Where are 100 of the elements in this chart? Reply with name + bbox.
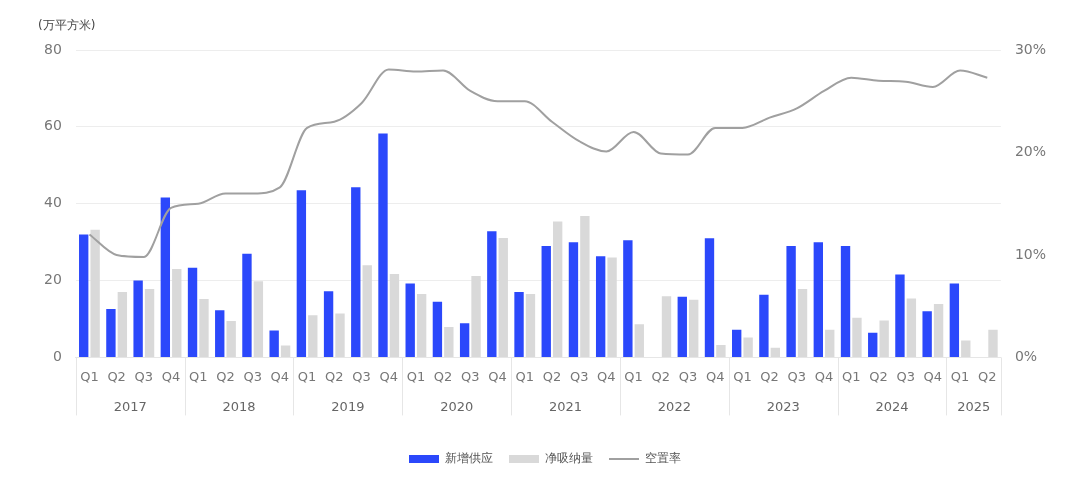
bar (759, 294, 769, 357)
bar (732, 329, 742, 357)
bar (552, 221, 563, 357)
line-series (88, 68, 989, 258)
bar (117, 292, 128, 357)
x-tick-label: Q3 (352, 368, 371, 384)
bar (335, 313, 345, 357)
x-tick-label: Q3 (569, 368, 589, 384)
x-tick-label: Q2 (760, 368, 779, 384)
x-tick-label: Q1 (406, 368, 426, 384)
bar (922, 311, 932, 357)
x-tick-label: Q4 (161, 368, 181, 384)
legend-label: 净吸纳量 (545, 451, 593, 466)
bar (677, 296, 687, 357)
x-tick-label: Q3 (134, 368, 154, 384)
x-tick-label: Q4 (270, 368, 290, 384)
y2-tick-label: 10% (1014, 245, 1047, 262)
y-tick-label: 80 (43, 40, 62, 57)
x-tick-label: Q2 (216, 368, 235, 384)
bar (961, 340, 971, 357)
legend-label: 空置率 (645, 451, 681, 466)
bar (514, 292, 524, 357)
x-tick-label: Q4 (814, 368, 834, 384)
bar (444, 327, 454, 357)
x-tick-label: Q3 (787, 368, 807, 384)
y-tick-label: 60 (43, 117, 62, 134)
bar (242, 253, 252, 357)
bar (269, 330, 279, 357)
x-tick-label: Q1 (188, 368, 208, 384)
bar (933, 303, 944, 357)
bar (106, 308, 116, 357)
text: 2022 (657, 398, 691, 414)
bar (199, 298, 209, 357)
bar (498, 237, 508, 357)
x-tick-label: Q4 (705, 368, 725, 384)
y-tick-label: 20 (43, 271, 62, 288)
bar (253, 281, 264, 357)
bar (825, 329, 835, 357)
legend-label: 新增供应 (445, 451, 493, 466)
x-tick-label: Q2 (978, 368, 997, 384)
y2-tick-label: 0% (1014, 348, 1038, 365)
bar (607, 257, 617, 357)
bar (215, 310, 225, 357)
bar (634, 324, 644, 357)
text: 2021 (549, 398, 583, 414)
bar (906, 298, 917, 357)
bar (226, 320, 236, 357)
x-tick-label: Q1 (297, 368, 317, 384)
bar (459, 323, 470, 357)
bar (595, 256, 606, 357)
bar (405, 283, 415, 357)
bar (144, 289, 155, 357)
x-tick-label: Q1 (733, 368, 752, 384)
bar (351, 187, 361, 357)
text: 2023 (766, 398, 800, 414)
x-tick-label: Q1 (624, 368, 643, 384)
bar (568, 242, 579, 357)
y-tick-label: 0 (52, 348, 62, 365)
x-tick-label: Q3 (461, 368, 480, 384)
bar (868, 332, 878, 357)
x-tick-label: Q4 (379, 368, 398, 384)
bar (525, 294, 536, 357)
bar (160, 197, 171, 357)
x-tick-label: Q2 (325, 368, 344, 384)
bar (432, 301, 443, 357)
bar (362, 265, 372, 357)
bar (389, 274, 400, 357)
x-tick-label: Q1 (80, 368, 99, 384)
x-tick-label: Q2 (869, 368, 888, 384)
bar (187, 267, 198, 357)
bar (879, 320, 889, 357)
bar (487, 231, 497, 357)
bar (280, 345, 291, 357)
bar (704, 238, 715, 357)
bar (323, 291, 334, 357)
y2-tick-label: 30% (1014, 40, 1047, 57)
text: 2025 (957, 398, 991, 414)
text: 2018 (222, 398, 256, 414)
bar (79, 234, 89, 357)
bar (988, 329, 998, 357)
x-tick-label: Q4 (923, 368, 943, 384)
bar (716, 345, 726, 357)
bar (133, 280, 143, 357)
bar (949, 283, 960, 357)
x-tick-label: Q3 (896, 368, 915, 384)
text: 2024 (875, 398, 909, 414)
bar (813, 242, 823, 357)
bar (172, 269, 182, 357)
bar (852, 317, 862, 357)
x-tick-label: Q1 (515, 368, 534, 384)
text: 2020 (440, 398, 474, 414)
bar (797, 289, 808, 357)
x-tick-label: Q1 (950, 368, 970, 384)
bar (378, 133, 388, 357)
y2-tick-label: 20% (1014, 143, 1047, 160)
bar (840, 245, 851, 357)
bar (743, 337, 753, 357)
x-tick-label: Q1 (841, 368, 861, 384)
bar (296, 190, 307, 357)
x-tick-label: Q3 (243, 368, 262, 384)
